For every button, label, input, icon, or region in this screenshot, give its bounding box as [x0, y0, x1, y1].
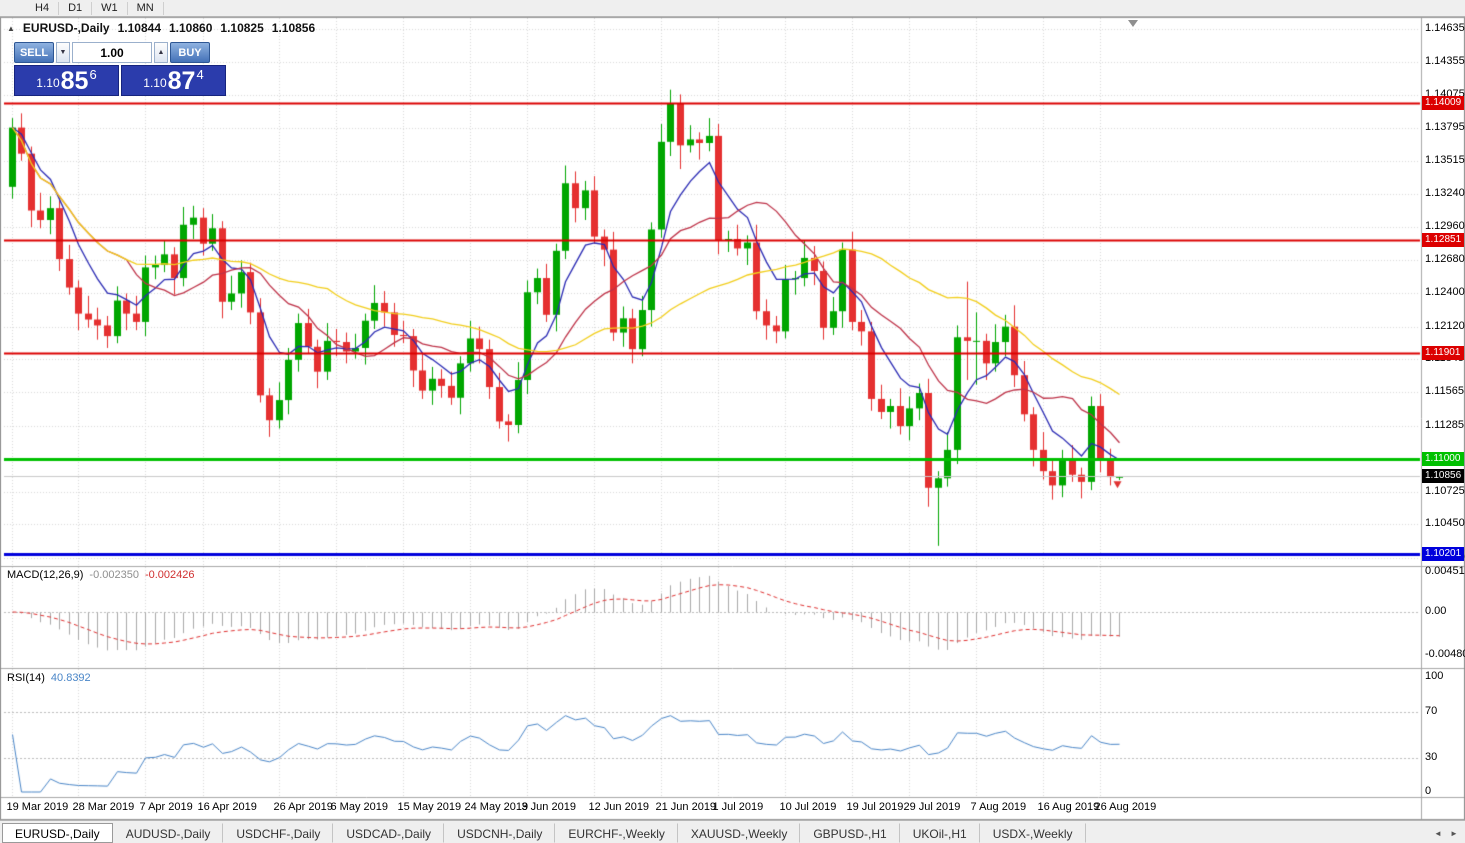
chart-tab[interactable]: EURUSD-,Daily: [2, 823, 113, 843]
sell-price-display[interactable]: 1.10 85 6: [14, 65, 119, 96]
timeframe-d1-button[interactable]: D1: [59, 1, 93, 15]
rsi-label: RSI(14): [7, 672, 45, 684]
chart-tab[interactable]: USDX-,Weekly: [980, 823, 1086, 843]
macd-main-value: -0.002350: [89, 569, 139, 581]
lot-decrease-button[interactable]: ▼: [56, 42, 70, 63]
buy-price-pipette: 4: [196, 67, 204, 82]
chart-tab[interactable]: XAUUSD-,Weekly: [678, 823, 801, 843]
chart-tab[interactable]: GBPUSD-,H1: [800, 823, 900, 843]
tab-scroll-left[interactable]: ◄: [1434, 828, 1442, 838]
ohlc-high: 1.10860: [169, 21, 213, 35]
one-click-collapse-icon[interactable]: ▲: [7, 23, 15, 33]
symbol-ohlc-header: ▲ EURUSD-,Daily 1.10844 1.10860 1.10825 …: [7, 21, 315, 35]
symbol-tab-bar: EURUSD-,Daily AUDUSD-,Daily USDCHF-,Daily U…: [0, 820, 1465, 843]
chart-tab[interactable]: EURCHF-,Weekly: [555, 823, 678, 843]
sell-price-pips: 85: [60, 67, 89, 95]
chevron-down-icon: ▼: [59, 49, 67, 56]
chart-tab[interactable]: USDCAD-,Daily: [333, 823, 445, 843]
rsi-value: 40.8392: [50, 672, 91, 684]
macd-indicator-header: MACD(12,26,9) -0.002350 -0.002426: [7, 569, 195, 581]
timeframe-mn-button[interactable]: MN: [128, 1, 164, 15]
macd-label: MACD(12,26,9): [7, 569, 84, 581]
timeframe-toolbar: H4 D1 W1 MN: [0, 0, 1465, 17]
chart-tab[interactable]: UKOil-,H1: [900, 823, 980, 843]
lot-size-input[interactable]: [72, 42, 152, 63]
sell-price-pipette: 6: [89, 67, 97, 82]
buy-button[interactable]: BUY: [170, 42, 210, 63]
tab-scroll-right[interactable]: ►: [1450, 828, 1458, 838]
sell-price-prefix: 1.10: [36, 76, 60, 90]
chart-tab[interactable]: USDCNH-,Daily: [444, 823, 556, 843]
sell-button[interactable]: SELL: [14, 42, 54, 63]
ohlc-open: 1.10844: [117, 21, 161, 35]
macd-signal-value: -0.002426: [144, 569, 195, 581]
chart-tab[interactable]: AUDUSD-,Daily: [113, 823, 224, 843]
timeframe-w1-button[interactable]: W1: [92, 1, 128, 15]
chevron-up-icon: ▲: [157, 49, 165, 56]
chart-shift-marker[interactable]: [1128, 20, 1138, 27]
buy-price-display[interactable]: 1.10 87 4: [121, 65, 226, 96]
lot-increase-button[interactable]: ▲: [154, 42, 168, 63]
ohlc-close: 1.10856: [271, 21, 316, 35]
chart-tab[interactable]: USDCHF-,Daily: [223, 823, 334, 843]
ohlc-low: 1.10825: [220, 21, 264, 35]
symbol-title: EURUSD-,Daily: [22, 21, 110, 35]
buy-price-prefix: 1.10: [143, 76, 167, 90]
timeframe-h4-button[interactable]: H4: [26, 1, 60, 15]
rsi-indicator-header: RSI(14) 40.8392: [7, 672, 91, 684]
buy-price-pips: 87: [167, 67, 196, 95]
